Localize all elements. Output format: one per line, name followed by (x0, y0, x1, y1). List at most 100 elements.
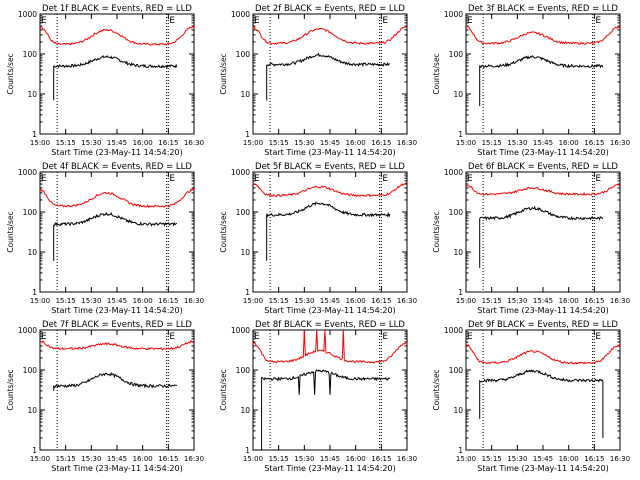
marker-e-label: E (595, 16, 601, 26)
y-tick-label: 1 (32, 130, 37, 139)
x-tick-label: 16:15 (584, 297, 604, 305)
y-tick-label: 100 (236, 208, 251, 217)
x-tick-label: 16:00 (346, 139, 366, 147)
panel-det-3: Det 3f BLACK = Events, RED = LLD 1 10 100 10… (432, 4, 630, 157)
y-tick-label: 1000 (18, 326, 37, 335)
lld-series-line (39, 188, 195, 209)
x-tick-label: 15:15 (482, 455, 502, 463)
lld-series-line (39, 339, 195, 351)
y-tick-label: 1 (32, 446, 37, 455)
x-tick-label: 15:15 (269, 139, 289, 147)
y-tick-label: 100 (449, 208, 464, 217)
panel-title: Det 3f BLACK = Events, RED = LLD (468, 4, 618, 14)
y-axis-label: Counts/sec (6, 211, 15, 252)
y-axis-label: Counts/sec (6, 369, 15, 410)
y-axis-label: Counts/sec (219, 211, 228, 252)
x-tick-label: 15:15 (56, 297, 76, 305)
x-tick-label: 15:15 (56, 139, 76, 147)
y-axis-label: Counts/sec (219, 369, 228, 410)
y-tick-label: 1000 (231, 168, 250, 177)
lld-series-line (252, 25, 408, 46)
x-tick-label: 15:45 (320, 455, 340, 463)
x-tick-label: 16:15 (158, 139, 178, 147)
x-tick-label: 15:30 (507, 455, 527, 463)
x-axis-label: Start Time (23-May-11 14:54:20) (264, 464, 395, 473)
y-axis-label: Counts/sec (432, 369, 441, 410)
x-tick-label: 16:00 (346, 297, 366, 305)
x-tick-label: 16:00 (346, 455, 366, 463)
x-tick-label: 15:30 (294, 297, 314, 305)
x-tick-label: 16:15 (584, 139, 604, 147)
x-tick-label: 15:45 (107, 455, 127, 463)
x-tick-label: 15:30 (507, 139, 527, 147)
x-tick-label: 15:45 (533, 455, 553, 463)
plot-frame (465, 171, 621, 293)
x-tick-label: 16:00 (559, 139, 579, 147)
y-tick-label: 1000 (444, 10, 463, 19)
x-tick-label: 16:30 (610, 297, 630, 305)
x-axis-label: Start Time (23-May-11 14:54:20) (264, 306, 395, 315)
panel-title: Det 8f BLACK = Events, RED = LLD (255, 320, 405, 330)
x-tick-label: 15:30 (81, 455, 101, 463)
y-tick-label: 1000 (18, 10, 37, 19)
panel-title: Det 6f BLACK = Events, RED = LLD (468, 162, 618, 172)
x-tick-label: 16:30 (184, 139, 204, 147)
marker-e-label: E (41, 174, 47, 184)
marker-e-label: E (467, 16, 473, 26)
marker-e-label: E (41, 16, 47, 26)
panel-det-7: Det 7f BLACK = Events, RED = LLD 1 10 100 10… (6, 320, 204, 473)
y-tick-label: 1000 (18, 168, 37, 177)
y-tick-label: 1000 (444, 168, 463, 177)
y-tick-label: 1000 (444, 326, 463, 335)
y-tick-label: 1 (458, 130, 463, 139)
x-axis-label: Start Time (23-May-11 14:54:20) (51, 306, 182, 315)
x-tick-label: 15:00 (456, 297, 476, 305)
x-tick-label: 16:15 (158, 297, 178, 305)
x-tick-label: 16:30 (397, 139, 417, 147)
marker-e-label: E (254, 174, 260, 184)
x-tick-label: 16:00 (559, 455, 579, 463)
marker-e-label: E (595, 174, 601, 184)
x-tick-label: 15:00 (243, 455, 263, 463)
marker-e-label: E (254, 16, 260, 26)
x-tick-label: 15:45 (533, 139, 553, 147)
x-tick-label: 15:30 (81, 139, 101, 147)
marker-e-label: E (382, 16, 388, 26)
events-series-line (479, 205, 604, 268)
events-series-line (266, 201, 391, 261)
panel-title: Det 5f BLACK = Events, RED = LLD (255, 162, 405, 172)
y-tick-label: 100 (236, 50, 251, 59)
y-axis-label: Counts/sec (6, 53, 15, 94)
y-tick-label: 10 (27, 90, 37, 99)
panel-det-5: Det 5f BLACK = Events, RED = LLD 1 10 100 10… (219, 162, 417, 315)
x-tick-label: 16:00 (559, 297, 579, 305)
marker-e-label: E (169, 174, 175, 184)
marker-e-label: E (382, 332, 388, 342)
lld-series-line (465, 344, 621, 365)
x-axis-label: Start Time (23-May-11 14:54:20) (477, 148, 608, 157)
lld-series-line (465, 183, 621, 196)
y-tick-label: 10 (240, 90, 250, 99)
x-tick-label: 16:30 (397, 297, 417, 305)
x-tick-label: 15:45 (107, 297, 127, 305)
x-tick-label: 15:00 (30, 297, 50, 305)
x-tick-label: 16:30 (184, 297, 204, 305)
y-axis-label: Counts/sec (432, 211, 441, 252)
x-tick-label: 15:45 (533, 297, 553, 305)
events-series-line (479, 54, 604, 106)
x-tick-label: 16:15 (371, 297, 391, 305)
x-tick-label: 16:30 (397, 455, 417, 463)
x-tick-label: 15:00 (456, 455, 476, 463)
events-series-line (261, 369, 391, 450)
x-tick-label: 15:45 (107, 139, 127, 147)
y-tick-label: 1 (32, 288, 37, 297)
marker-e-label: E (169, 16, 175, 26)
x-axis-label: Start Time (23-May-11 14:54:20) (477, 306, 608, 315)
panel-title: Det 1f BLACK = Events, RED = LLD (42, 4, 192, 14)
panel-title: Det 4f BLACK = Events, RED = LLD (42, 162, 192, 172)
x-tick-label: 16:00 (133, 297, 153, 305)
panel-det-9: Det 9f BLACK = Events, RED = LLD 1 10 100 10… (432, 320, 630, 473)
x-axis-label: Start Time (23-May-11 14:54:20) (264, 148, 395, 157)
x-tick-label: 15:30 (81, 297, 101, 305)
events-series-line (53, 371, 178, 391)
